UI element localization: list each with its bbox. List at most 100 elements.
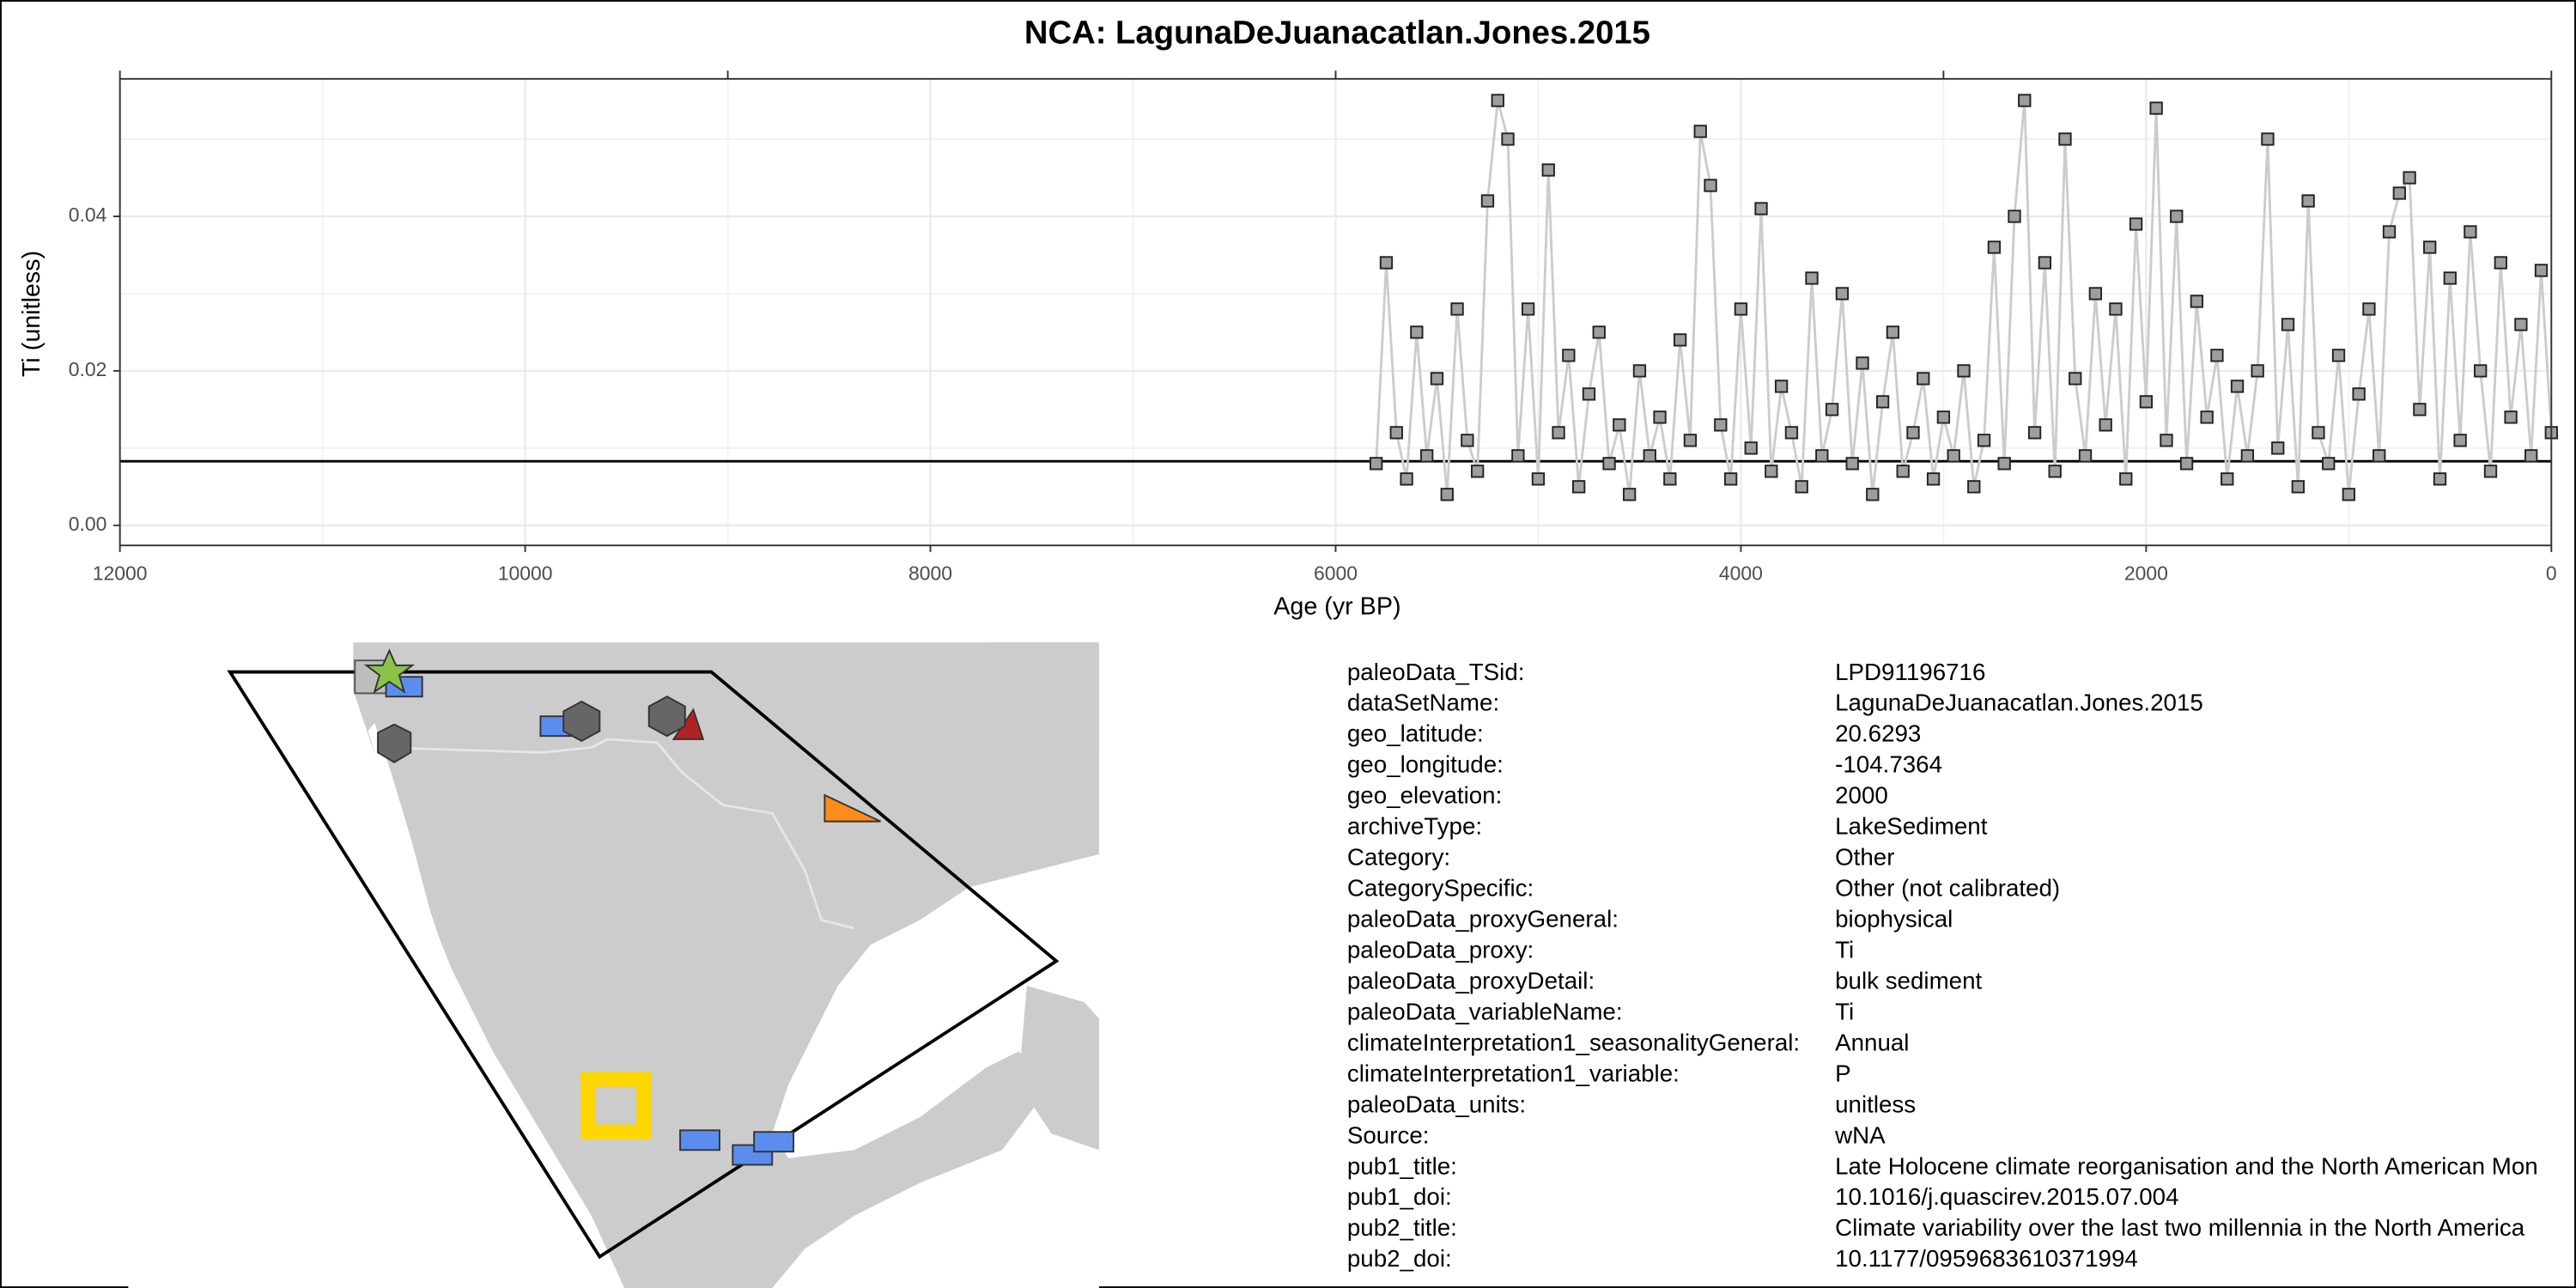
chart-title: NCA: LagunaDeJuanacatlan.Jones.2015 [1024,14,1650,51]
data-point [2342,488,2355,501]
metadata-key: geo_longitude: [1347,751,1504,778]
map [128,642,1099,1288]
data-point [2443,271,2457,285]
metadata-key: paleoData_proxy: [1347,936,1534,963]
border [378,738,855,930]
data-point [1734,302,1748,316]
plot-border [118,77,2553,547]
metadata-value: Late Holocene climate reorganisation and… [1835,1152,2538,1179]
data-point [2403,171,2416,185]
metadata-key: climateInterpretation1_seasonalityGenera… [1347,1029,1800,1055]
land [353,642,1099,1288]
data-point [2099,418,2112,432]
data-point [1592,325,1606,339]
data-point [1582,387,1596,401]
data-point [2069,372,2082,386]
data-point [1613,418,1626,432]
data-point [2322,457,2336,471]
data-point [2179,457,2194,471]
data-point [2200,410,2214,424]
metadata-value: 20.6293 [1835,720,1921,747]
data-point [1856,356,1869,370]
metadata-table: paleoData_TSid: LPD91196716 dataSetName: La… [1347,659,2538,1272]
y-tick-label: 0.00 [69,513,107,535]
cuba [1018,985,1099,1151]
data-point [1896,465,1910,478]
data-point [1744,441,1758,455]
data-point [2210,349,2224,362]
data-point [2078,449,2093,463]
data-point [2160,434,2173,447]
data-point [1541,163,1555,177]
metadata-key: paleoData_units: [1347,1091,1526,1117]
data-point [1845,457,1859,471]
data-point [2372,449,2386,463]
data-point [2240,449,2254,463]
metadata-value: P [1835,1060,1850,1086]
metadata-value: LPD91196716 [1835,659,1985,685]
data-point [1936,410,1951,424]
metadata-value: Ti [1835,998,1854,1024]
data-point [2483,465,2498,478]
metadata-key: CategorySpecific: [1347,875,1534,902]
land-east [985,642,1099,773]
data-point [1501,132,1515,146]
data-point [2129,217,2143,231]
metadata-key: paleoData_TSid: [1347,659,1525,685]
data-point [2382,225,2397,239]
x-tick-label: 8000 [908,562,952,585]
data-point [1957,364,1971,378]
data-point [1480,194,1495,208]
data-point [2190,295,2204,308]
data-point [1693,125,1707,138]
site-marker [647,696,686,738]
data-point [1815,449,1829,463]
data-point [1673,333,1687,347]
data-point [2271,441,2285,455]
x-tick-label: 12000 [93,562,148,585]
data-point [2312,426,2325,440]
data-point [1491,94,1504,107]
data-point [1795,480,1808,494]
data-point [2058,132,2072,146]
metadata-key: geo_latitude: [1347,720,1484,747]
data-point [2464,225,2477,239]
data-point [1947,449,1960,463]
data-point [1765,465,1778,478]
data-point [1420,449,1434,463]
data-point [1602,457,1616,471]
data-point [2230,380,2245,393]
data-point [1683,434,1698,447]
metadata-value: wNA [1834,1121,1886,1148]
data-point [1552,426,1565,440]
metadata-value: 10.1177/0959683610371994 [1835,1245,2138,1272]
data-point [1926,472,1941,486]
metadata-value: bulk sediment [1835,967,1982,993]
x-tick-label: 4000 [1719,562,1763,585]
metadata-key: pub1_doi: [1347,1183,1452,1210]
y-tick-label: 0.02 [69,358,107,380]
data-point [2088,287,2103,301]
metadata-value: Other [1835,844,1894,871]
data-point [1379,256,1394,270]
data-point [2362,302,2376,316]
data-point [2027,426,2042,440]
data-point [2453,434,2467,447]
data-point [2494,256,2507,270]
metadata-key: Source: [1347,1121,1430,1148]
region-outline [227,670,1060,1260]
data-point [1774,380,1789,393]
metadata-value: LagunaDeJuanacatlan.Jones.2015 [1835,690,2203,716]
data-point [1723,472,1738,486]
data-point [1522,302,1535,316]
plot-area: 12000 10000 8000 6000 4000 2000 0 0.00 0.02 0.04 [69,70,2558,585]
x-tick-label: 6000 [1314,562,1358,585]
metadata-value: Annual [1835,1029,1909,1055]
data-point [1440,488,1454,501]
data-point [2352,387,2366,401]
metadata-key: Category: [1347,844,1450,871]
metadata-value: Climate variability over the last two mi… [1835,1214,2525,1241]
data-point [1987,240,2002,254]
data-point [2008,210,2021,223]
